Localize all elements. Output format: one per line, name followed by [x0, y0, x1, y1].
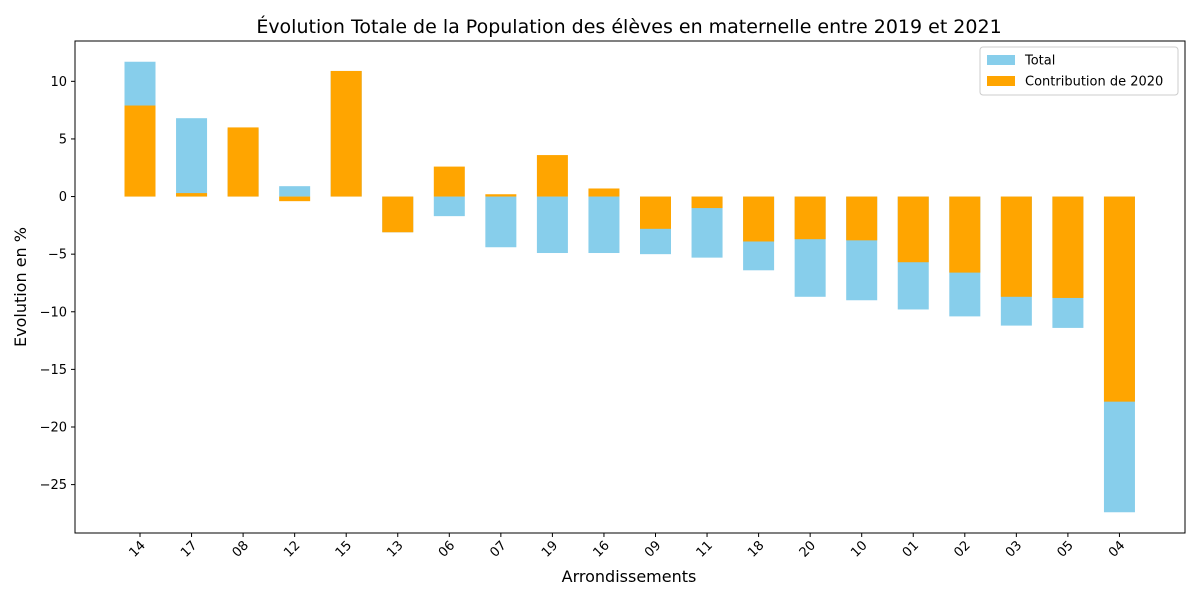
y-tick-label: −10: [40, 305, 67, 320]
x-tick-label: 15: [333, 538, 355, 560]
x-tick-label: 02: [951, 538, 973, 560]
bar-contribution-2020-17: [176, 193, 208, 197]
bar-total-19: [536, 196, 568, 254]
bar-contribution-2020-19: [536, 155, 568, 197]
y-tick-label: 10: [50, 75, 67, 90]
x-tick-label: 07: [487, 538, 509, 560]
bar-contribution-2020-13: [382, 196, 414, 233]
x-tick-label: 06: [436, 538, 458, 560]
bar-contribution-2020-06: [433, 166, 465, 197]
legend-label-total: Total: [1024, 54, 1055, 69]
legend-box: [979, 46, 1179, 96]
x-tick-label: 08: [230, 538, 252, 560]
bar-contribution-2020-11: [691, 196, 723, 209]
bar-contribution-2020-02: [949, 196, 981, 273]
x-tick-label: 09: [642, 538, 664, 560]
x-tick-label: 04: [1106, 538, 1128, 560]
x-tick-label: 17: [178, 538, 200, 560]
y-tick-label: −20: [40, 420, 67, 435]
legend-label-contribution-2020: Contribution de 2020: [1025, 75, 1163, 90]
bar-total-17: [176, 118, 208, 197]
y-tick-label: −15: [40, 363, 67, 378]
bar-total-07: [485, 196, 517, 248]
x-tick-label: 19: [539, 538, 561, 560]
plot-area: [124, 61, 1135, 513]
bar-contribution-2020-03: [1000, 196, 1032, 297]
y-tick-label: −5: [48, 248, 67, 263]
bar-contribution-2020-14: [124, 105, 156, 197]
x-tick-label: 18: [745, 538, 767, 560]
bar-contribution-2020-10: [846, 196, 878, 241]
bar-contribution-2020-09: [640, 196, 671, 229]
x-tick-label: 01: [900, 538, 922, 560]
x-tick-label: 14: [127, 538, 149, 560]
bar-contribution-2020-16: [588, 188, 620, 197]
x-tick-label: 16: [590, 538, 612, 560]
y-tick-label: −25: [40, 478, 67, 493]
legend-swatch-total: [987, 55, 1015, 65]
bar-contribution-2020-08: [227, 127, 259, 197]
bar-contribution-2020-05: [1052, 196, 1084, 298]
bar-total-16: [588, 196, 620, 254]
x-tick-label: 11: [694, 538, 716, 560]
axes-frame: [74, 40, 1186, 534]
x-tick-label: 10: [848, 538, 870, 560]
legend: Total Contribution de 2020: [979, 46, 1179, 96]
bar-contribution-2020-15: [330, 70, 362, 197]
y-tick-label: 0: [59, 190, 67, 205]
x-tick-label: 12: [281, 538, 303, 560]
bar-contribution-2020-01: [897, 196, 929, 263]
x-tick-label: 03: [1003, 538, 1025, 560]
y-axis-title: Evolution en %: [11, 227, 30, 347]
x-axis-title: Arrondissements: [562, 567, 697, 586]
bar-contribution-2020-18: [743, 196, 775, 242]
bar-contribution-2020-07: [485, 194, 517, 197]
bar-contribution-2020-04: [1103, 196, 1135, 402]
bar-total-12: [279, 186, 311, 197]
bar-total-06: [433, 196, 465, 217]
chart-title: Évolution Totale de la Population des él…: [256, 15, 1001, 38]
x-tick-label: 05: [1054, 538, 1076, 560]
y-tick-label: 5: [59, 132, 67, 147]
x-tick-label: 20: [797, 538, 819, 560]
bar-contribution-2020-12: [279, 196, 311, 202]
bar-contribution-2020-20: [794, 196, 826, 240]
legend-swatch-contribution-2020: [987, 76, 1015, 86]
x-tick-label: 13: [384, 538, 406, 560]
